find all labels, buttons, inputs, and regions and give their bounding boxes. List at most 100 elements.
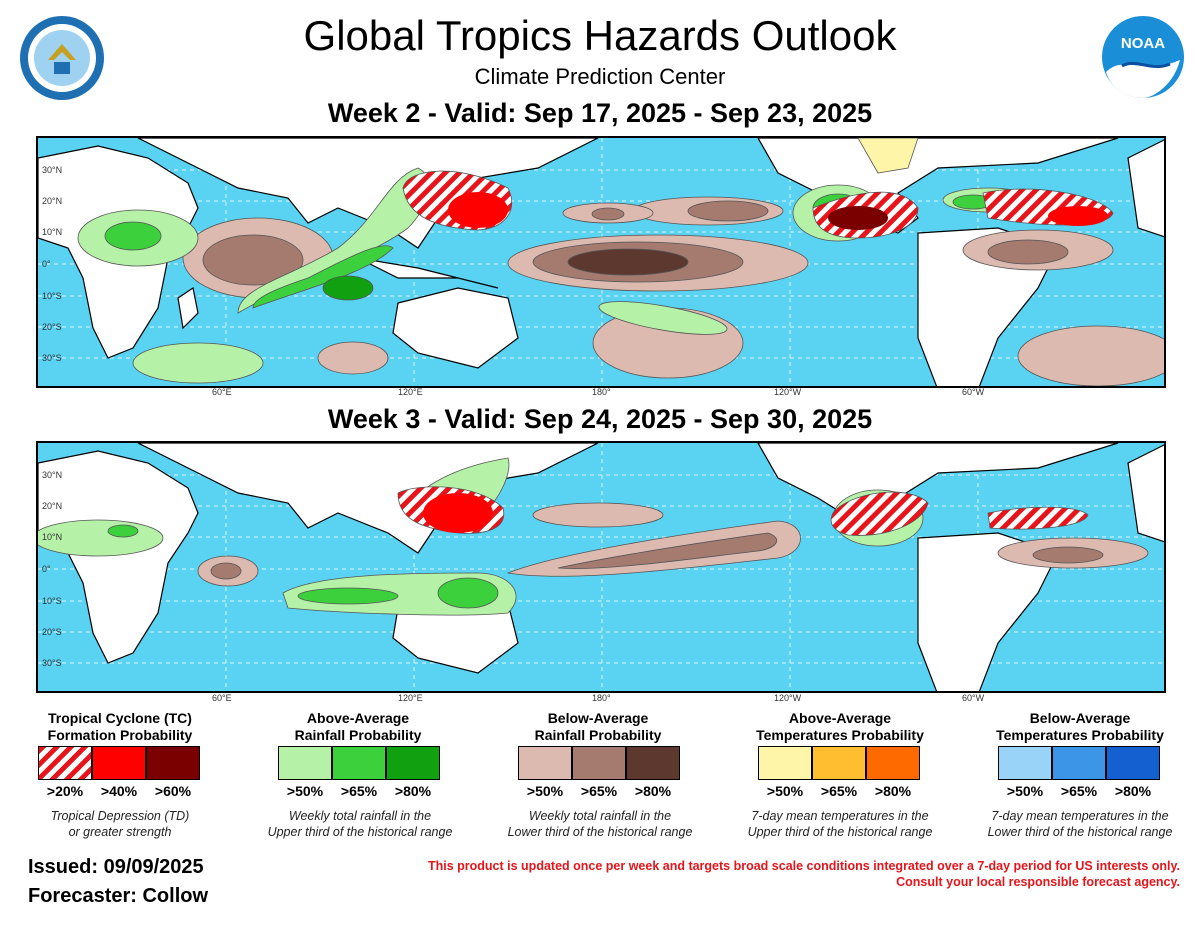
- week3-title: Week 3 - Valid: Sep 24, 2025 - Sep 30, 2…: [327, 404, 873, 434]
- disclaimer-line: Consult your local responsible forecast …: [896, 875, 1180, 889]
- lat-label: 10°N: [42, 532, 62, 542]
- above-average-rainfall-areas: [77, 167, 1034, 384]
- legend-temp-below-50-swatch: [998, 746, 1052, 780]
- week3-map: 30°N 20°N 10°N 0° 10°S 20°S 30°S: [36, 441, 1166, 693]
- lat-label: 10°S: [42, 291, 62, 301]
- legend-temp-above-80-swatch: [866, 746, 920, 780]
- legend-title-line: Temperatures Probability: [756, 727, 924, 743]
- legend-label: >65%: [820, 783, 858, 799]
- lat-label: 30°S: [42, 353, 62, 363]
- legend-tc-note: Tropical Depression (TD) or greater stre…: [10, 808, 230, 840]
- forecaster-name: Forecaster: Collow: [28, 885, 209, 907]
- lon-label: 120°W: [774, 693, 802, 703]
- lat-label: 30°N: [42, 165, 62, 175]
- legend-temp-above-50-swatch: [758, 746, 812, 780]
- lat-label: 30°N: [42, 470, 62, 480]
- legend-label: >80%: [1114, 783, 1152, 799]
- lat-label: 30°S: [42, 658, 62, 668]
- noaa-logo: NOAA: [1100, 14, 1186, 100]
- tc-formation-areas: [397, 486, 1089, 536]
- legend-temp-below-80-swatch: [1106, 746, 1160, 780]
- week2-title: Week 2 - Valid: Sep 17, 2025 - Sep 23, 2…: [327, 98, 873, 128]
- legend-rain-below-80-swatch: [626, 746, 680, 780]
- legend-label: >50%: [1006, 783, 1044, 799]
- disclaimer-line: This product is updated once per week an…: [427, 859, 1180, 873]
- page-title: Global Tropics Hazards Outlook: [303, 12, 897, 59]
- legend-title-line: Above-Average: [788, 710, 892, 726]
- legend-note-line: 7-day mean temperatures in the: [991, 809, 1169, 823]
- legend-label: >50%: [766, 783, 804, 799]
- lon-label: 180°: [592, 693, 611, 703]
- legend-note-line: Weekly total rainfall in the: [528, 809, 672, 823]
- above-average-temperature-area: [857, 138, 919, 174]
- legend-tc-title: Tropical Cyclone (TC) Formation Probabil…: [20, 710, 220, 744]
- legend-label: >65%: [340, 783, 378, 799]
- legend-label: >40%: [100, 783, 138, 799]
- lon-label: 120°E: [398, 387, 423, 397]
- legend-temp-above-note: 7-day mean temperatures in the Upper thi…: [728, 808, 952, 840]
- legend-rain-below-65-swatch: [572, 746, 626, 780]
- issued-date: Issued: 09/09/2025: [28, 856, 204, 878]
- legend-rain-above-50-swatch: [278, 746, 332, 780]
- legend-note-line: Upper third of the historical range: [267, 825, 453, 839]
- below-average-rainfall-areas: [182, 196, 1164, 386]
- legend-tc-60-swatch: [146, 746, 200, 780]
- legend-rain-above-note: Weekly total rainfall in the Upper third…: [248, 808, 472, 840]
- lon-label: 60°E: [212, 387, 232, 397]
- lat-label: 20°N: [42, 501, 62, 511]
- lon-label: 120°E: [398, 693, 423, 703]
- legend-note-line: or greater strength: [68, 825, 172, 839]
- tc-formation-areas: [402, 170, 1114, 239]
- lat-label: 0°: [42, 564, 51, 574]
- legend-title-line: Temperatures Probability: [996, 727, 1164, 743]
- legend-rain-below-title: Below-Average Rainfall Probability: [498, 710, 698, 744]
- legend-tc-40-swatch: [92, 746, 146, 780]
- lat-label: 20°S: [42, 322, 62, 332]
- commerce-seal-logo: [18, 14, 106, 102]
- legend-title-line: Rainfall Probability: [294, 727, 422, 743]
- legend-rain-above-80-swatch: [386, 746, 440, 780]
- legend-title-line: Below-Average: [1029, 710, 1131, 726]
- legend-temp-above-65-swatch: [812, 746, 866, 780]
- legend-rain-below-note: Weekly total rainfall in the Lower third…: [488, 808, 712, 840]
- legend-temp-above-title: Above-Average Temperatures Probability: [738, 710, 942, 744]
- lat-label: 0°: [42, 259, 51, 269]
- legend-rain-below-50-swatch: [518, 746, 572, 780]
- legend-title-line: Below-Average: [547, 710, 649, 726]
- legend-note-line: Lower third of the historical range: [987, 825, 1173, 839]
- page-subtitle: Climate Prediction Center: [474, 64, 726, 89]
- legend-title-line: Formation Probability: [47, 727, 193, 743]
- lon-label: 60°W: [962, 387, 985, 397]
- lat-label: 20°S: [42, 627, 62, 637]
- legend-label: >20%: [46, 783, 84, 799]
- lat-label: 20°N: [42, 196, 62, 206]
- legend-note-line: Lower third of the historical range: [507, 825, 693, 839]
- lon-label: 60°W: [962, 693, 985, 703]
- legend-note-line: Upper third of the historical range: [747, 825, 933, 839]
- legend-title-line: Rainfall Probability: [534, 727, 662, 743]
- legend-label: >80%: [394, 783, 432, 799]
- disclaimer: This product is updated once per week an…: [300, 858, 1180, 890]
- legend-title-line: Above-Average: [306, 710, 410, 726]
- legend-note-line: 7-day mean temperatures in the: [751, 809, 929, 823]
- legend-label: >65%: [580, 783, 618, 799]
- legend-label: >65%: [1060, 783, 1098, 799]
- week2-map: 30°N 20°N 10°N 0° 10°S 20°S 30°S: [36, 136, 1166, 388]
- legend-temp-below-65-swatch: [1052, 746, 1106, 780]
- noaa-logo-text: NOAA: [1121, 35, 1165, 52]
- legend-note-line: Tropical Depression (TD): [50, 809, 190, 823]
- legend-label: >80%: [874, 783, 912, 799]
- lat-label: 10°S: [42, 596, 62, 606]
- lon-label: 60°E: [212, 693, 232, 703]
- below-average-rainfall-areas: [197, 502, 1149, 587]
- legend-label: >60%: [154, 783, 192, 799]
- legend-rain-above-65-swatch: [332, 746, 386, 780]
- legend-label: >80%: [634, 783, 672, 799]
- legend-temp-below-note: 7-day mean temperatures in the Lower thi…: [968, 808, 1192, 840]
- legend-rain-above-title: Above-Average Rainfall Probability: [258, 710, 458, 744]
- legend-temp-below-title: Below-Average Temperatures Probability: [978, 710, 1182, 744]
- legend-label: >50%: [526, 783, 564, 799]
- lon-label: 120°W: [774, 387, 802, 397]
- legend-tc-20-swatch: [38, 746, 92, 780]
- legend-label: >50%: [286, 783, 324, 799]
